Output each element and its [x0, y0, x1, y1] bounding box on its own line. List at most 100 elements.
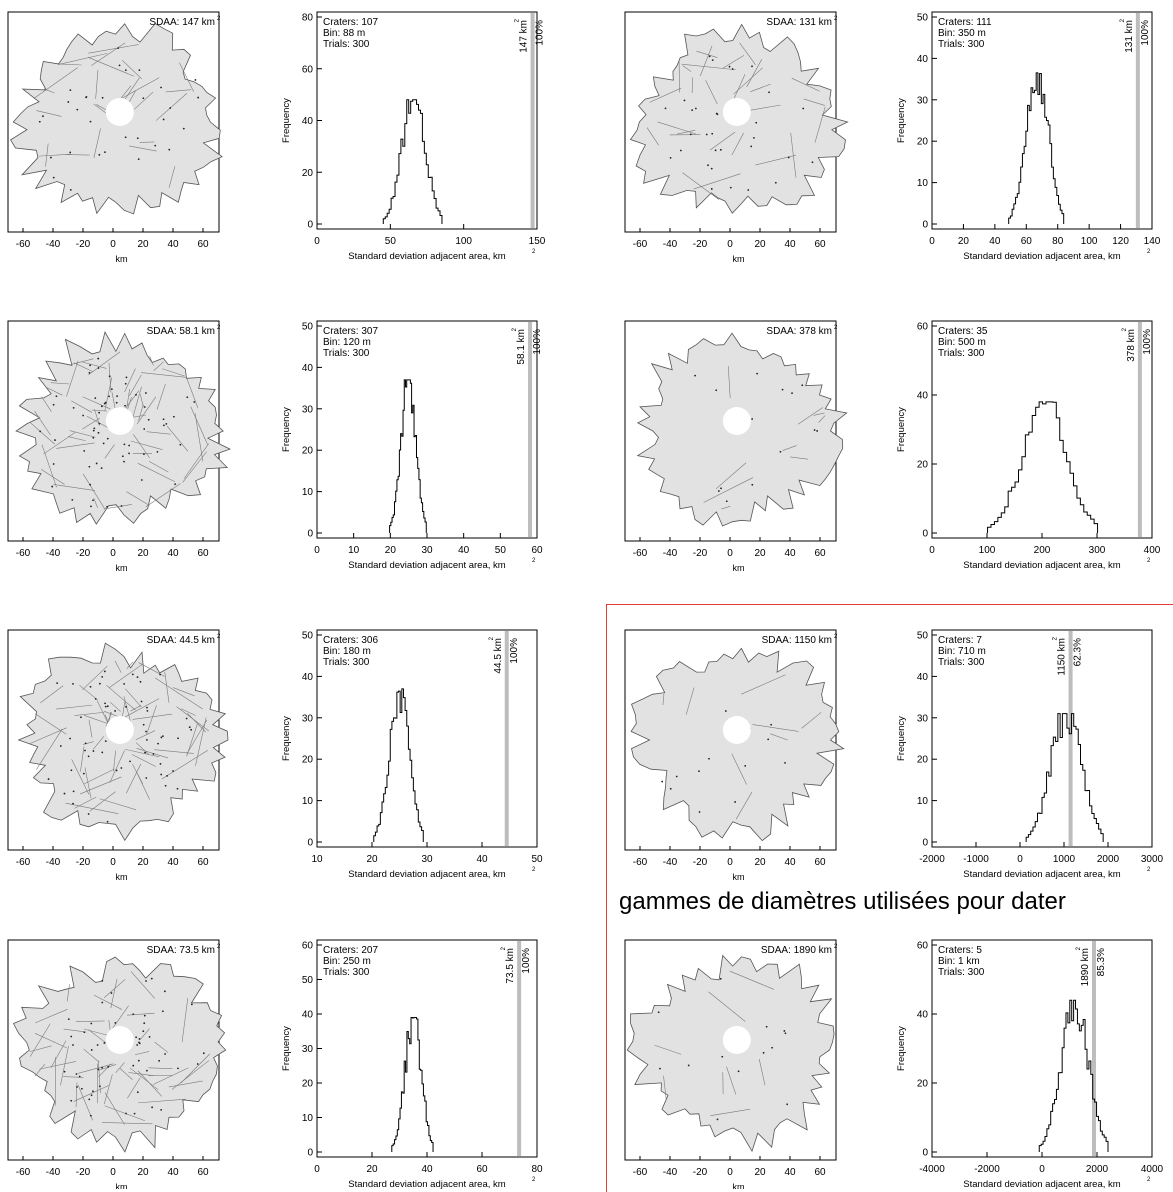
hist-x-tick-label: 0	[929, 236, 935, 247]
map-crater-dot	[107, 821, 109, 823]
hist-x-axis-sup: 2	[532, 1177, 536, 1183]
map-crater-dot	[195, 79, 197, 81]
map-crater-dot	[93, 750, 95, 752]
hist-x-axis-title: Standard deviation adjacent area, km	[963, 560, 1120, 571]
map-crater-dot	[711, 188, 713, 190]
map-tick-label: -60	[16, 857, 31, 868]
map-crater-dot	[177, 788, 179, 790]
map-crater-dot	[179, 444, 181, 446]
map-crater-dot	[190, 729, 192, 731]
map-crater-dot	[111, 992, 113, 994]
hist-y-tick-label: 10	[302, 487, 314, 498]
map-crater-dot	[101, 467, 103, 469]
map-crater-dot	[88, 1098, 90, 1100]
map-crater-dot	[146, 710, 148, 712]
map-crater-dot	[85, 96, 87, 98]
map-sdaa-sup: 2	[834, 325, 838, 331]
hist-y-axis-title: Frequency	[281, 716, 292, 761]
map-crater-dot	[76, 109, 78, 111]
map-crater-dot	[747, 189, 749, 191]
map-crater-dot	[137, 1091, 139, 1093]
map-crater-dot	[189, 726, 191, 728]
map-sdaa-sup: 2	[834, 16, 838, 22]
hist-y-tick-label: 20	[917, 137, 929, 148]
hist-y-tick-label: 30	[302, 713, 314, 724]
map-crater-dot	[197, 97, 199, 99]
map-x-axis-title: km	[116, 563, 128, 573]
map-crater-dot	[750, 146, 752, 148]
map-tick-label: -40	[663, 239, 678, 250]
map-crater-dot	[93, 427, 95, 429]
map-crater-dot	[106, 506, 108, 508]
map-crater-dot	[122, 455, 124, 457]
map-crater-dot	[148, 419, 150, 421]
map-crater-dot	[160, 763, 162, 765]
map-crater-dot	[70, 1036, 72, 1038]
map-crater-dot	[172, 770, 174, 772]
map-crater-dot	[153, 753, 155, 755]
map-crater-dot	[138, 1060, 140, 1062]
hist-y-tick-label: 40	[302, 116, 314, 127]
map-crater-dot	[105, 706, 107, 708]
map-crater-dot	[120, 767, 122, 769]
hist-stat-line: Bin: 120 m	[323, 337, 371, 348]
map-sdaa-label: SDAA: 73.5 km	[147, 945, 215, 956]
map-crater-dot	[101, 405, 103, 407]
map-crater-dot	[132, 1065, 134, 1067]
hist-x-tick-label: 0	[929, 545, 935, 556]
map-crater-dot	[107, 1066, 109, 1068]
hist-y-tick-label: 30	[302, 1044, 314, 1055]
map-crater-dot	[169, 107, 171, 109]
map-crater-dot	[123, 683, 125, 685]
hist-y-axis-title: Frequency	[896, 98, 907, 143]
map-crater-dot	[132, 1013, 134, 1015]
hist-stat-line: Craters: 307	[323, 326, 378, 337]
map-crater-dot	[99, 1085, 101, 1087]
map-crater-dot	[92, 1090, 94, 1092]
hist-y-tick-label: 40	[917, 391, 929, 402]
map-crater-dot	[72, 1044, 74, 1046]
hist-stat-line: Trials: 300	[323, 348, 370, 359]
map-crater-dot	[691, 109, 693, 111]
map-crater-dot	[145, 392, 147, 394]
map-crater-dot	[183, 128, 185, 130]
hist-x-tick-label: 30	[421, 854, 433, 865]
map-crater-dot	[42, 115, 44, 117]
map-crater-dot	[126, 376, 128, 378]
map-tick-label: -40	[46, 1167, 61, 1178]
map-crater-dot	[95, 698, 97, 700]
map-tick-label: 0	[110, 239, 116, 250]
map-crater-dot	[69, 738, 71, 740]
hist-x-tick-label: 100	[1081, 236, 1098, 247]
map-crater-dot	[96, 463, 98, 465]
hist-stat-line: Craters: 111	[938, 17, 992, 28]
hist-y-tick-label: 60	[917, 322, 929, 333]
hist-y-tick-label: 0	[922, 529, 928, 540]
map-crater-dot	[64, 1071, 66, 1073]
map-crater-dot	[89, 372, 91, 374]
map-crater-dot	[97, 1068, 99, 1070]
hist-x-tick-label: 20	[958, 236, 970, 247]
hist-x-axis-title: Standard deviation adjacent area, km	[348, 251, 505, 262]
map-crater-dot	[116, 770, 118, 772]
hist-stat-line: Trials: 300	[323, 657, 370, 668]
map-crater-dot	[119, 65, 121, 67]
map-crater-dot	[104, 671, 106, 673]
map-tick-label: 40	[167, 1167, 179, 1178]
map-crater-dot	[70, 189, 72, 191]
hist-x-tick-label: 150	[529, 236, 546, 247]
map-crater-dot	[104, 403, 106, 405]
hist-x-tick-label: 10	[348, 545, 360, 556]
map-crater-dot	[83, 773, 85, 775]
hist-x-tick-label: 80	[1052, 236, 1064, 247]
map-crater-dot	[98, 412, 100, 414]
map-tick-label: 60	[814, 239, 826, 250]
map-crater-dot	[753, 137, 755, 139]
map-sdaa-label: SDAA: 131 km	[766, 17, 832, 28]
map-crater-dot	[128, 452, 130, 454]
map-crater-dot	[174, 483, 176, 485]
map-x-axis-title: km	[116, 254, 128, 264]
hist-x-tick-label: 60	[1021, 236, 1033, 247]
map-crater-dot	[665, 107, 667, 109]
